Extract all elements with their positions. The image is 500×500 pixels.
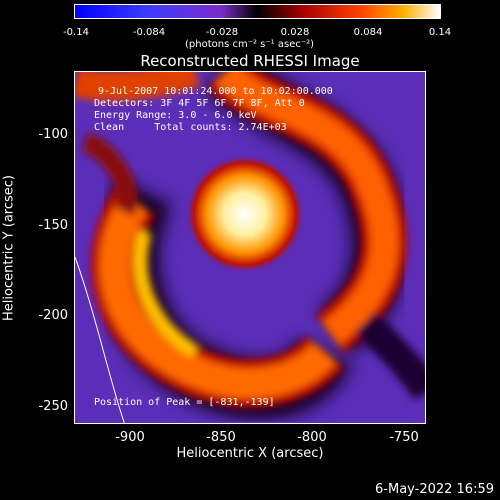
y-tick: -250 (38, 399, 68, 414)
rhessi-image (74, 71, 426, 424)
time-range-label: 9-Jul-2007 10:01:24.000 to 10:02:00.000 (98, 86, 333, 97)
colorbar-units: (photons cm⁻² s⁻¹ asec⁻²) (185, 39, 315, 50)
x-axis-label: Heliocentric X (arcsec) (176, 446, 324, 461)
colorbar (74, 4, 441, 19)
rhessi-image-map (75, 72, 425, 423)
x-tick: -900 (115, 430, 145, 445)
x-tick: -850 (206, 430, 236, 445)
colorbar-tick: 0.028 (280, 27, 310, 38)
y-tick: -200 (38, 308, 68, 323)
energy-range-label: Energy Range: 3.0 - 6.0 keV (94, 110, 257, 121)
y-axis-label: Heliocentric Y (arcsec) (1, 175, 17, 321)
colorbar-tick: -0.028 (205, 27, 239, 38)
peak-position-label: Position of Peak = [-831,-139] (94, 397, 275, 408)
colorbar-tick: -0.084 (132, 27, 166, 38)
y-tick: -100 (38, 127, 68, 142)
detectors-label: Detectors: 3F 4F 5F 6F 7F 8F, Att 0 (94, 98, 305, 109)
colorbar-tick: 0.084 (353, 27, 383, 38)
x-tick: -750 (389, 430, 419, 445)
colorbar-tick: 0.14 (428, 27, 452, 38)
clean-counts-label: Clean Total counts: 2.74E+03 (94, 122, 287, 133)
colorbar-tick: -0.14 (63, 27, 89, 38)
timestamp: 6-May-2022 16:59 (375, 482, 494, 497)
x-tick: -800 (297, 430, 327, 445)
image-title: Reconstructed RHESSI Image (140, 52, 360, 70)
y-tick: -150 (38, 218, 68, 233)
